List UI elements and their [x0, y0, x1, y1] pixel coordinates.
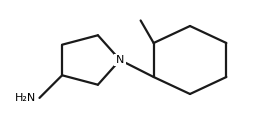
Text: H₂N: H₂N	[15, 93, 37, 103]
Text: N: N	[116, 55, 124, 65]
